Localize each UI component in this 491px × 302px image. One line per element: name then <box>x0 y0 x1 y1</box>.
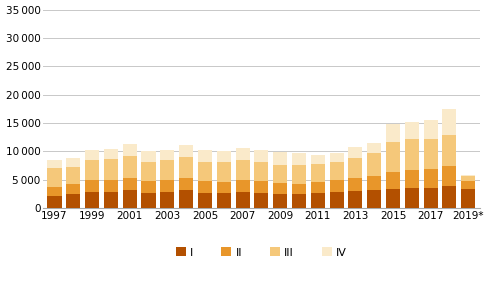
Bar <box>123 144 137 156</box>
Bar <box>348 147 362 158</box>
Bar <box>461 176 475 182</box>
Bar <box>85 192 99 208</box>
Bar <box>405 170 419 188</box>
Bar <box>348 178 362 191</box>
Bar <box>348 158 362 178</box>
Bar <box>236 148 249 160</box>
Bar <box>424 169 437 188</box>
Bar <box>179 178 193 191</box>
Bar <box>198 182 212 193</box>
Bar <box>66 194 81 208</box>
Bar <box>273 165 287 183</box>
Bar <box>329 153 344 162</box>
Bar <box>104 180 118 192</box>
Bar <box>273 183 287 194</box>
Bar <box>461 182 475 189</box>
Bar <box>442 186 457 208</box>
Bar <box>198 150 212 162</box>
Bar <box>198 193 212 208</box>
Bar <box>254 182 269 193</box>
Bar <box>66 184 81 194</box>
Bar <box>329 180 344 192</box>
Bar <box>292 184 306 194</box>
Bar <box>236 160 249 180</box>
Bar <box>424 140 437 169</box>
Bar <box>348 191 362 208</box>
Bar <box>405 188 419 208</box>
Bar <box>160 150 174 160</box>
Bar <box>104 149 118 159</box>
Bar <box>123 178 137 191</box>
Bar <box>442 166 457 186</box>
Bar <box>329 192 344 208</box>
Bar <box>311 193 325 208</box>
Bar <box>329 162 344 180</box>
Bar <box>160 180 174 192</box>
Bar <box>254 150 269 162</box>
Bar <box>405 140 419 170</box>
Legend: I, II, III, IV: I, II, III, IV <box>171 243 352 262</box>
Bar <box>217 182 231 193</box>
Bar <box>292 165 306 184</box>
Bar <box>405 122 419 140</box>
Bar <box>198 162 212 182</box>
Bar <box>254 193 269 208</box>
Bar <box>311 182 325 193</box>
Bar <box>141 193 156 208</box>
Bar <box>160 192 174 208</box>
Bar <box>386 124 400 142</box>
Bar <box>123 191 137 208</box>
Bar <box>273 194 287 208</box>
Bar <box>367 176 382 190</box>
Bar <box>386 189 400 208</box>
Bar <box>104 192 118 208</box>
Bar <box>442 109 457 135</box>
Bar <box>217 162 231 182</box>
Bar <box>160 160 174 180</box>
Bar <box>217 193 231 208</box>
Bar <box>311 164 325 182</box>
Bar <box>85 180 99 192</box>
Bar <box>367 153 382 176</box>
Bar <box>217 151 231 162</box>
Bar <box>141 182 156 193</box>
Bar <box>386 142 400 172</box>
Bar <box>66 167 81 184</box>
Bar <box>236 180 249 192</box>
Bar <box>461 189 475 208</box>
Bar <box>85 150 99 160</box>
Bar <box>386 172 400 189</box>
Bar <box>236 192 249 208</box>
Bar <box>141 162 156 182</box>
Bar <box>123 156 137 178</box>
Bar <box>292 153 306 165</box>
Bar <box>273 153 287 165</box>
Bar <box>104 159 118 180</box>
Bar <box>66 158 81 167</box>
Bar <box>48 160 61 169</box>
Bar <box>179 157 193 178</box>
Bar <box>367 190 382 208</box>
Bar <box>461 175 475 176</box>
Bar <box>179 191 193 208</box>
Bar <box>424 188 437 208</box>
Bar <box>424 120 437 140</box>
Bar <box>48 169 61 187</box>
Bar <box>141 151 156 162</box>
Bar <box>442 135 457 166</box>
Bar <box>311 155 325 164</box>
Bar <box>179 145 193 157</box>
Bar <box>48 196 61 208</box>
Bar <box>367 143 382 153</box>
Bar <box>292 194 306 208</box>
Bar <box>254 162 269 182</box>
Bar <box>48 187 61 196</box>
Bar <box>85 160 99 180</box>
